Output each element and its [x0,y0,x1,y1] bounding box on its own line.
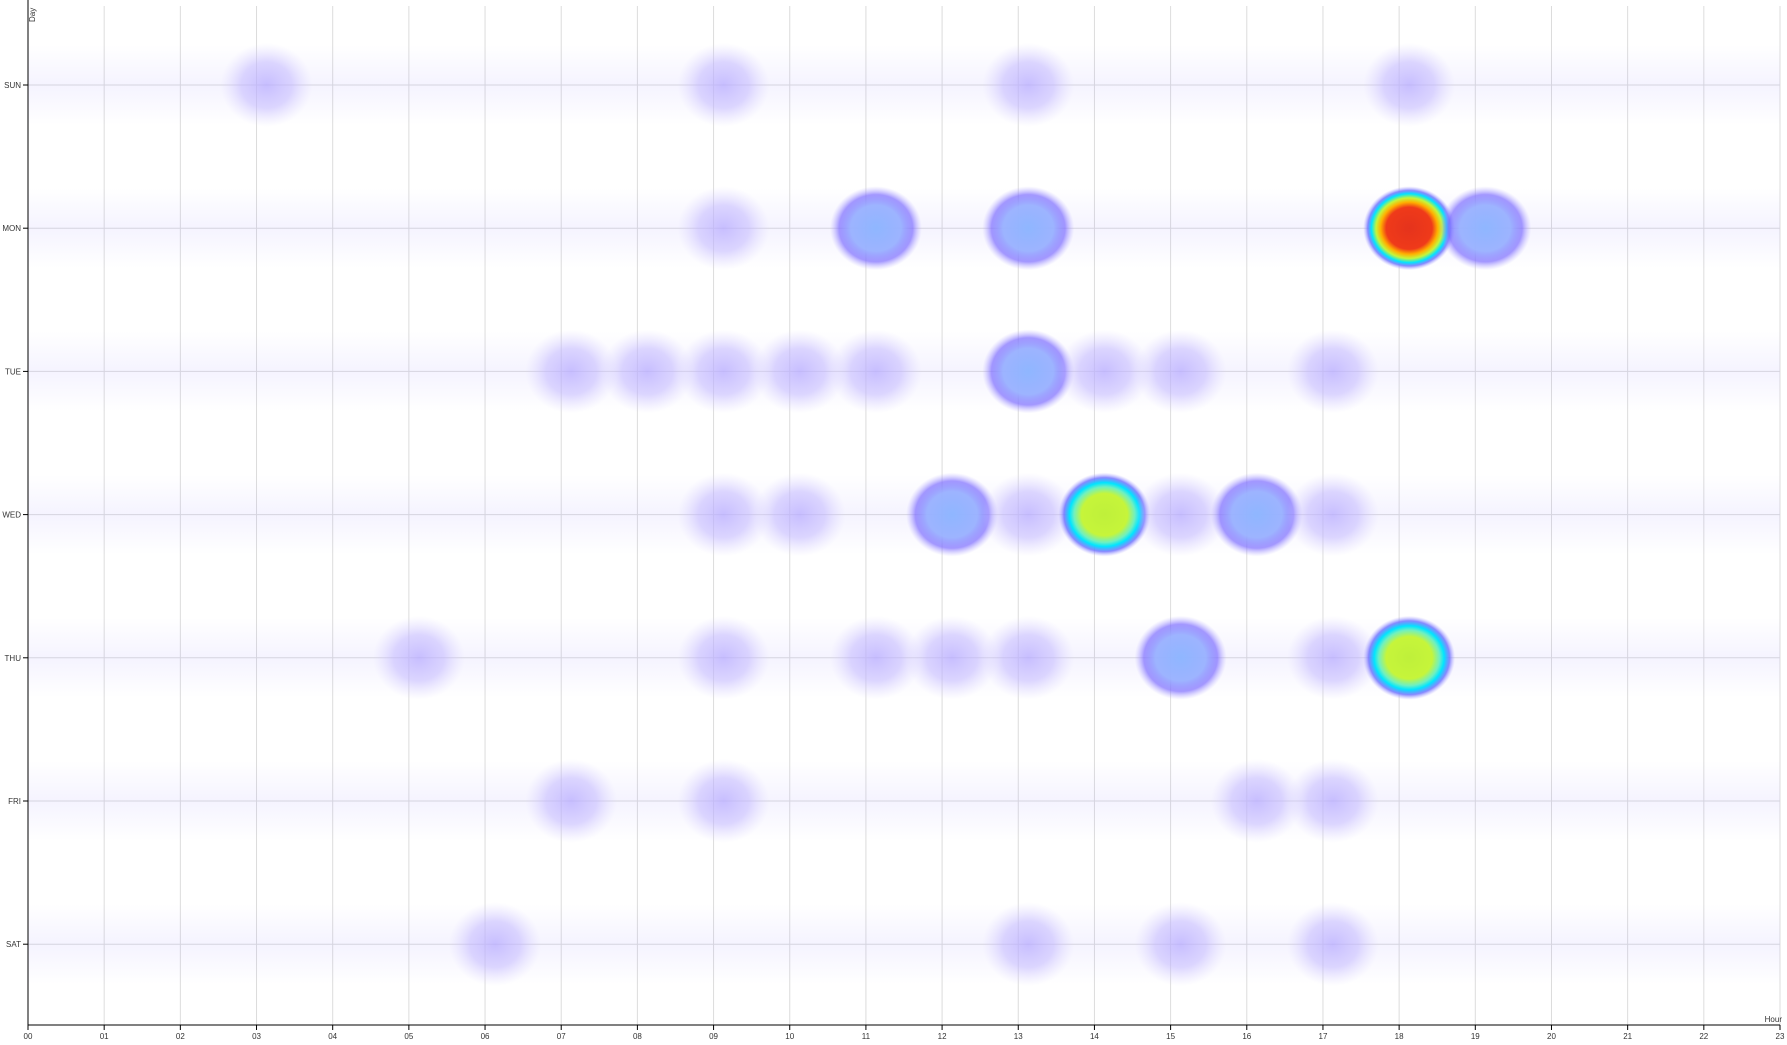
x-tick-label: 06 [481,1032,490,1040]
x-tick-label: 14 [1090,1032,1099,1040]
x-tick-label: 04 [328,1032,337,1040]
heat-cell [1058,472,1151,557]
heat-cell [1134,472,1227,557]
heat-cell [525,759,618,843]
heat-cell [1286,472,1379,557]
x-tick-label: 12 [938,1032,947,1040]
heat-cell [982,472,1075,557]
heat-cell [1134,615,1227,700]
x-tick-label: 19 [1471,1032,1480,1040]
x-tick-label: 23 [1776,1032,1785,1040]
heat-cell [677,43,770,127]
heat-cell [1286,615,1379,700]
heat-cell [1286,902,1379,987]
x-tick-label: 15 [1166,1032,1175,1040]
x-tick-label: 02 [176,1032,185,1040]
x-tick-label: 07 [557,1032,566,1040]
heat-cell [1210,472,1303,557]
heat-cell [1363,43,1456,127]
row-haze [28,45,1780,125]
heat-cell [677,472,770,557]
heat-cell [982,902,1075,987]
heat-cell [1134,902,1227,987]
x-tick-label: 00 [24,1032,33,1040]
heat-cell [677,329,770,414]
heat-cell [982,615,1075,700]
heat-cell [906,615,999,700]
heat-cell [753,472,846,557]
x-tick-label: 10 [785,1032,794,1040]
x-tick-label: 21 [1623,1032,1632,1040]
heat-cell [829,615,922,700]
heat-cell [601,329,694,414]
y-tick-label: TUE [5,367,21,376]
y-axis-label: Day [28,8,37,22]
heat-cell [677,186,770,271]
heat-cell [677,759,770,843]
heat-cell [1363,615,1456,700]
heat-cell [1286,329,1379,414]
row-haze [28,474,1780,555]
x-tick-label: 13 [1014,1032,1023,1040]
y-tick-label: THU [5,654,22,663]
heat-cell [1134,329,1227,414]
x-tick-label: 05 [404,1032,413,1040]
x-tick-label: 16 [1242,1032,1251,1040]
heat-cell [982,43,1075,127]
y-tick-label: FRI [8,797,21,806]
x-axis-label: Hour [1765,1015,1783,1024]
heat-cell [906,472,999,557]
row-haze [28,904,1780,985]
heat-cell [220,43,313,127]
x-tick-label: 01 [100,1032,109,1040]
heat-cell [1210,759,1303,843]
heat-cell [829,329,922,414]
heat-cell [1286,759,1379,843]
cell-layer [28,43,1780,987]
row-haze [28,761,1780,841]
x-tick-label: 22 [1699,1032,1708,1040]
x-tick-label: 08 [633,1032,642,1040]
heat-cell [372,615,465,700]
x-tick-label: 20 [1547,1032,1556,1040]
y-tick-label: MON [2,224,21,233]
y-tick-label: SAT [6,940,21,949]
x-tick-label: 09 [709,1032,718,1040]
heat-cell [677,615,770,700]
heat-cell [525,329,618,414]
heat-cell [1439,186,1532,271]
heat-cell [982,186,1075,271]
y-tick-label: WED [2,511,21,520]
heat-cell [982,329,1075,414]
heat-cell [829,186,922,271]
x-tick-label: 11 [862,1032,871,1040]
x-tick-label: 17 [1319,1032,1328,1040]
x-tick-label: 03 [252,1032,261,1040]
heat-cell [449,902,542,987]
heat-cell [753,329,846,414]
y-tick-label: SUN [4,81,21,90]
heat-cell [1058,329,1151,414]
heat-cell [1363,186,1456,271]
x-tick-label: 18 [1395,1032,1404,1040]
